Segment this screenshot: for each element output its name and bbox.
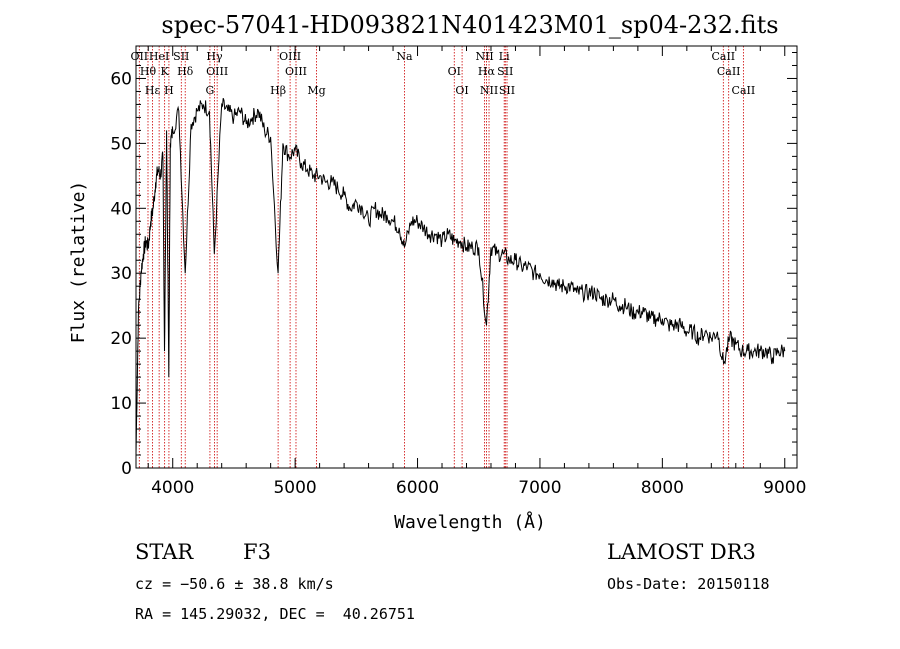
line-marker-label: OIII <box>285 65 307 78</box>
line-marker-label: SII <box>499 84 515 97</box>
line-marker-label: G <box>206 84 215 97</box>
x-axis-label: Wavelength (Å) <box>394 511 546 533</box>
line-marker-label: Na <box>396 50 413 63</box>
line-marker-label: SII <box>497 65 513 78</box>
y-tick-label: 20 <box>110 329 132 349</box>
obs-date: Obs-Date: 20150118 <box>607 575 770 593</box>
line-marker-label: H <box>164 84 174 97</box>
y-tick-label: 60 <box>110 69 132 89</box>
y-tick-label: 50 <box>110 134 132 154</box>
y-axis-ticks: 0 10 20 30 40 50 60 <box>110 51 797 479</box>
x-tick-label: 5000 <box>273 478 316 498</box>
coordinates: RA = 145.29032, DEC = 40.26751 <box>135 605 415 623</box>
line-marker-label: HeI <box>149 50 169 63</box>
line-marker-label: Hε <box>145 84 161 97</box>
line-marker-label: Hα <box>478 65 496 78</box>
line-markers <box>138 46 744 468</box>
x-tick-label: 7000 <box>518 478 561 498</box>
object-class: STAR <box>135 540 194 564</box>
line-marker-label: OI <box>455 84 468 97</box>
y-tick-label: 30 <box>110 264 132 284</box>
x-tick-label: 9000 <box>763 478 806 498</box>
line-marker-label: CaII <box>711 50 735 63</box>
line-marker-label: SII <box>173 50 189 63</box>
object-subclass: F3 <box>243 540 271 564</box>
line-marker-label: Li <box>499 50 510 63</box>
y-tick-label: 0 <box>121 459 132 479</box>
line-marker-label: NII <box>475 50 493 63</box>
line-marker-label: K <box>161 65 170 78</box>
y-tick-label: 10 <box>110 394 132 414</box>
spectrum-chart: spec-57041-HD093821N401423M01_sp04-232.f… <box>68 11 806 533</box>
line-marker-label: Hδ <box>177 65 194 78</box>
line-marker-label: OIII <box>206 65 228 78</box>
line-marker-label: CaII <box>717 65 741 78</box>
line-marker-label: Hγ <box>206 50 223 63</box>
line-marker-label: Mg <box>307 84 325 97</box>
spectrum-line <box>135 98 786 456</box>
line-marker-label: NII <box>480 84 498 97</box>
line-marker-label: Hβ <box>270 84 286 97</box>
line-marker-label: Hθ <box>140 65 157 78</box>
chart-title: spec-57041-HD093821N401423M01_sp04-232.f… <box>161 11 778 39</box>
redshift-cz: cz = −50.6 ± 38.8 km/s <box>135 575 334 593</box>
x-tick-label: 8000 <box>641 478 684 498</box>
line-marker-label: OI <box>448 65 461 78</box>
x-tick-label: 4000 <box>151 478 194 498</box>
line-marker-label: CaII <box>732 84 756 97</box>
x-axis-ticks: 4000 5000 6000 7000 8000 9000 <box>147 46 806 498</box>
x-tick-label: 6000 <box>396 478 439 498</box>
y-axis-label: Flux (relative) <box>68 181 89 344</box>
survey-name: LAMOST DR3 <box>607 540 756 564</box>
line-marker-label: OIII <box>279 50 301 63</box>
line-marker-label: OII <box>130 50 148 63</box>
y-tick-label: 40 <box>110 199 132 219</box>
line-marker-labels: OIIHθHεHeIKHSIIHδGHγOIIIHβOIIIOIIIMgNaOI… <box>130 50 755 97</box>
